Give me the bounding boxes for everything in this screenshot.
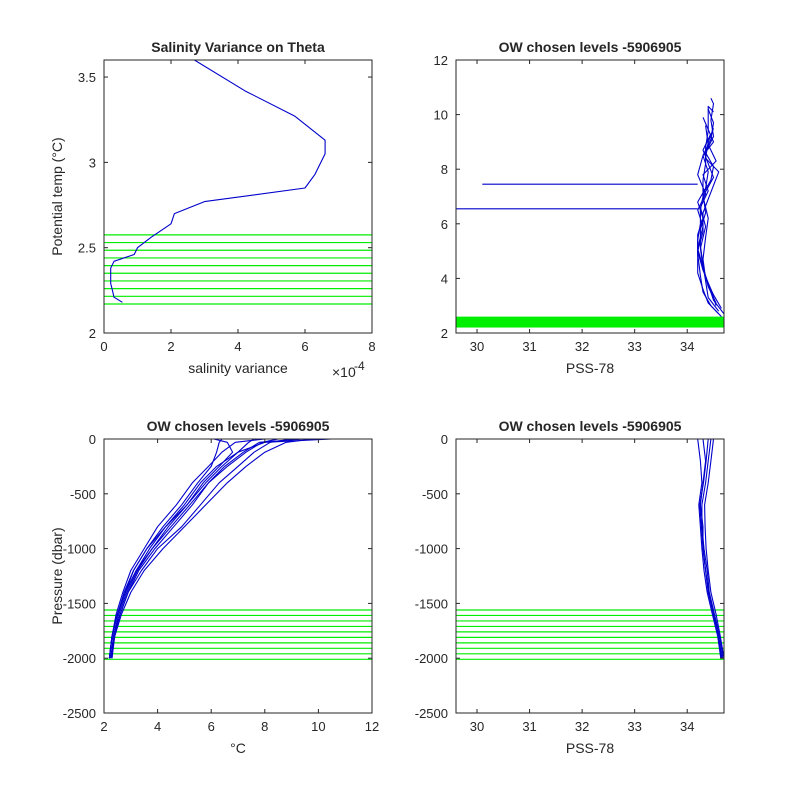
y-tick-label: -2500 (415, 706, 448, 721)
profile-line (697, 439, 722, 659)
profile-line (108, 439, 265, 659)
x-tick-label: 4 (234, 339, 241, 354)
y-tick-label: -1000 (63, 542, 96, 557)
y-tick-label: 0 (441, 432, 448, 447)
chart-title: Salinity Variance on Theta (151, 39, 325, 55)
y-tick-label: -2000 (415, 651, 448, 666)
chart-title: OW chosen levels -5906905 (499, 418, 682, 434)
y-tick-label: -1000 (415, 542, 448, 557)
x-multiplier-exponent: -4 (354, 359, 365, 373)
axes-box (455, 59, 725, 334)
y-tick-label: 3.5 (78, 70, 96, 85)
profile-line (108, 439, 234, 659)
x-tick-label: 32 (575, 719, 589, 734)
x-tick-label: 2 (100, 719, 107, 734)
y-tick-label: 3 (89, 155, 96, 170)
plot-area (456, 439, 724, 660)
profile-line (704, 439, 724, 659)
profile-line (110, 439, 314, 659)
chart-title: OW chosen levels -5906905 (499, 39, 682, 55)
x-axis-label: PSS-78 (566, 360, 614, 376)
x-tick-label: 2 (167, 339, 174, 354)
y-tick-label: -2500 (63, 706, 96, 721)
y-tick-label: -500 (422, 487, 448, 502)
y-tick-label: -2000 (63, 651, 96, 666)
y-tick-label: 2.5 (78, 241, 96, 256)
y-axis-label: Pressure (dbar) (49, 527, 65, 624)
x-tick-label: 12 (365, 719, 379, 734)
chart-p2: 30 31 32 33 34 2 4 6 8 10 12 OW chosen levels -5906… (434, 39, 725, 376)
x-tick-label: 34 (680, 719, 694, 734)
x-tick-label: 31 (522, 339, 536, 354)
x-axis-label: salinity variance (188, 360, 288, 376)
profile-line (697, 105, 720, 315)
y-tick-label: -1500 (63, 596, 96, 611)
x-tick-label: 30 (470, 719, 484, 734)
x-tick-label: 33 (627, 339, 641, 354)
x-tick-label: 31 (522, 719, 536, 734)
chart-title: OW chosen levels -5906905 (147, 418, 330, 434)
chart-p3: 2 4 6 8 10 12 -2500 -2000 -1500 -1000 -500 0 OW chos… (49, 418, 379, 756)
profile-line (697, 108, 722, 317)
y-tick-label: -1500 (415, 596, 448, 611)
x-axis-label: °C (230, 740, 246, 756)
plot-area (104, 439, 372, 660)
profile-line (111, 439, 292, 659)
profile-line (697, 117, 717, 304)
y-axis-label: Potential temp (°C) (49, 137, 65, 255)
x-tick-label: 6 (301, 339, 308, 354)
y-tick-label: 10 (434, 108, 448, 123)
profile-line (701, 439, 724, 659)
plot-area (104, 60, 372, 305)
chosen-levels-band (456, 316, 724, 328)
x-tick-label: 10 (311, 719, 325, 734)
profile-line (699, 125, 724, 315)
x-tick-label: 0 (100, 339, 107, 354)
x-tick-label: 32 (575, 339, 589, 354)
y-tick-label: 12 (434, 53, 448, 68)
y-tick-label: 2 (441, 326, 448, 341)
chart-p4: 30 31 32 33 34 -2500 -2000 -1500 -1000 -500 0 OW ch… (415, 418, 725, 756)
y-tick-label: 2 (89, 326, 96, 341)
y-tick-label: 0 (89, 432, 96, 447)
profile-line (111, 439, 279, 659)
axes-box (103, 438, 373, 714)
x-tick-label: 4 (154, 719, 161, 734)
x-tick-label: 34 (680, 339, 694, 354)
y-tick-label: 4 (441, 271, 448, 286)
x-multiplier-label: ×10 (332, 364, 356, 380)
x-tick-label: 30 (470, 339, 484, 354)
y-tick-label: 8 (441, 162, 448, 177)
profile-line (110, 60, 326, 303)
x-tick-label: 8 (368, 339, 375, 354)
x-tick-label: 8 (261, 719, 268, 734)
x-tick-label: 6 (208, 719, 215, 734)
profile-line (699, 439, 723, 659)
x-axis-label: PSS-78 (566, 740, 614, 756)
axes-box (455, 438, 725, 714)
plot-area (456, 97, 724, 328)
y-tick-label: -500 (70, 487, 96, 502)
y-tick-label: 6 (441, 217, 448, 232)
x-tick-label: 33 (627, 719, 641, 734)
